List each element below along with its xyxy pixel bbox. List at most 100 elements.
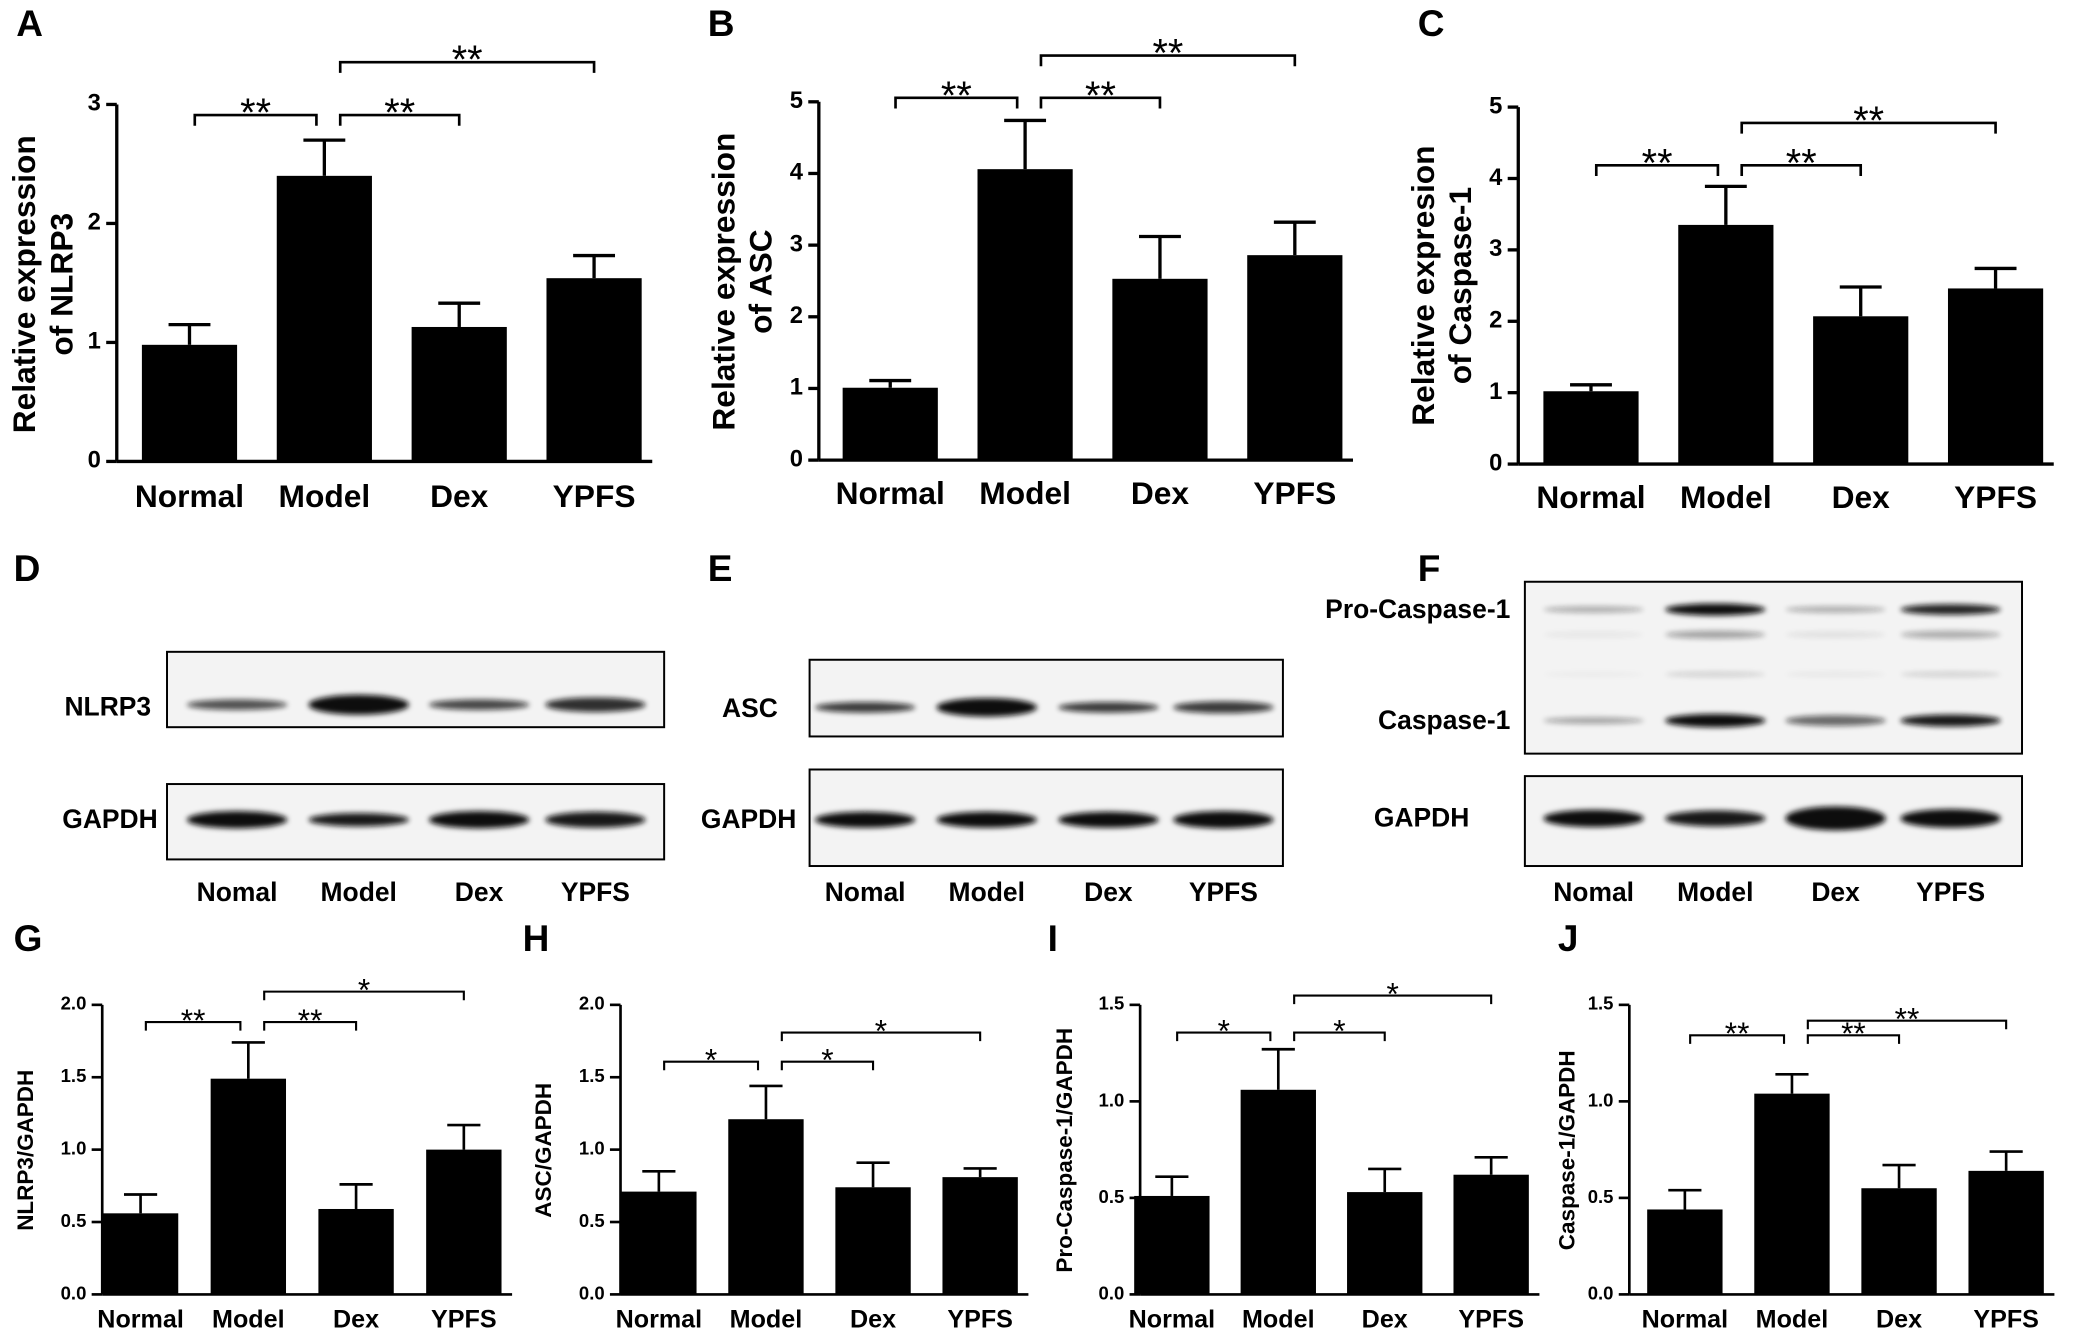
x-tick-label: Normal: [836, 475, 945, 511]
x-tick-label: YPFS: [947, 1305, 1013, 1333]
y-tick-label: 3: [1489, 235, 1502, 262]
blot-label: Pro-Caspase-1: [1325, 594, 1510, 624]
blot-band: [308, 813, 409, 827]
y-tick-label: 0: [1489, 449, 1502, 476]
significance-label: **: [1786, 141, 1817, 185]
bar: [1240, 1089, 1316, 1295]
blot-band: [1543, 631, 1644, 638]
blot-band: [1058, 811, 1159, 828]
blot-band: [186, 811, 288, 829]
bar: [1347, 1192, 1423, 1295]
significance-label: *: [705, 1042, 717, 1078]
significance-bracket: [263, 1020, 358, 1031]
x-tick-label: Normal: [1642, 1305, 1729, 1333]
significance-bracket: [144, 1020, 242, 1031]
bar: [1647, 1209, 1723, 1295]
y-tick-label: 0.0: [1099, 1282, 1125, 1303]
significance-bracket: [1293, 994, 1493, 1005]
significance-label: *: [358, 972, 370, 1008]
blot-band: [1785, 671, 1886, 677]
blot-band: [428, 699, 530, 711]
lane-label: YPFS: [1189, 877, 1258, 907]
y-tick-label: 1.5: [579, 1065, 605, 1086]
panel-letter: A: [16, 2, 43, 44]
blot-band: [1665, 713, 1766, 728]
significance-label: **: [240, 91, 271, 135]
x-tick-label: YPFS: [553, 478, 636, 514]
x-tick-label: Model: [1756, 1305, 1829, 1333]
bar: [1813, 316, 1909, 465]
significance-bracket: [1740, 121, 1997, 134]
x-tick-label: Normal: [97, 1305, 184, 1333]
blot-frame: [166, 650, 666, 729]
blot-band: [1785, 606, 1886, 613]
significance-bracket: [780, 1031, 982, 1042]
x-tick-label: Model: [1680, 479, 1772, 515]
significance-label: **: [941, 74, 972, 118]
significance-label: **: [1642, 141, 1673, 185]
blot-band: [1900, 671, 2001, 677]
blot-band: [1665, 603, 1766, 616]
y-tick-label: 1: [790, 374, 803, 401]
significance-label: **: [1725, 1015, 1750, 1051]
significance-bracket: [338, 113, 461, 126]
y-tick-label: 2.0: [61, 993, 87, 1014]
blot-band: [936, 811, 1037, 828]
y-axis-label: of Caspase-1: [1442, 187, 1478, 384]
bar: [842, 387, 938, 461]
panel-letter: F: [1418, 547, 1441, 589]
significance-label: *: [821, 1042, 833, 1078]
bar: [1678, 224, 1774, 465]
bar: [942, 1177, 1018, 1295]
bar: [276, 175, 372, 462]
significance-bracket: [1176, 1031, 1272, 1042]
y-axis-label: Relative expresion: [1405, 145, 1441, 425]
significance-bracket: [1039, 96, 1162, 109]
significance-bracket: [894, 96, 1019, 109]
x-tick-label: Dex: [1131, 475, 1190, 511]
y-axis-label: Relative expression: [706, 133, 742, 431]
bar: [318, 1208, 394, 1295]
bar: [102, 1213, 179, 1295]
significance-label: **: [384, 91, 415, 135]
significance-label: **: [298, 1002, 323, 1038]
blot-band: [1665, 671, 1766, 677]
panel-letter: C: [1418, 2, 1445, 44]
bar: [426, 1149, 502, 1295]
lane-label: Model: [321, 877, 397, 907]
blot-band: [545, 811, 646, 828]
y-tick-label: 0: [88, 447, 101, 474]
y-tick-label: 1.5: [61, 1065, 87, 1086]
significance-label: **: [1895, 1001, 1920, 1037]
x-tick-label: Dex: [430, 478, 489, 514]
blot-band: [1900, 714, 2001, 727]
x-tick-label: Model: [212, 1305, 285, 1333]
x-tick-label: Dex: [850, 1305, 896, 1333]
blot-band: [1785, 806, 1886, 831]
x-tick-label: Model: [1242, 1305, 1315, 1333]
blot-label: NLRP3: [64, 692, 151, 722]
y-tick-label: 0.0: [579, 1282, 605, 1303]
y-tick-label: 0.0: [61, 1282, 87, 1303]
blot-band: [1058, 702, 1159, 713]
panel-letter: I: [1048, 917, 1058, 959]
y-tick-label: 2: [88, 209, 101, 236]
blot-band: [936, 698, 1037, 717]
significance-label: **: [1853, 99, 1884, 143]
x-tick-label: YPFS: [1458, 1305, 1524, 1333]
blot-label: GAPDH: [62, 804, 157, 834]
significance-bracket: [1039, 54, 1297, 67]
y-axis-label: of NLRP3: [43, 213, 79, 356]
significance-label: **: [1085, 74, 1116, 118]
lane-label: Dex: [1811, 877, 1860, 907]
blot-band: [1665, 630, 1766, 639]
y-axis-label: NLRP3/GAPDH: [13, 1070, 38, 1231]
lane-label: Model: [1677, 877, 1753, 907]
blot-band: [1785, 715, 1886, 726]
bar: [728, 1119, 804, 1295]
y-tick-label: 4: [790, 159, 804, 186]
y-tick-label: 3: [790, 230, 803, 257]
significance-bracket: [193, 113, 318, 126]
y-axis-label: Relative expression: [6, 135, 42, 433]
